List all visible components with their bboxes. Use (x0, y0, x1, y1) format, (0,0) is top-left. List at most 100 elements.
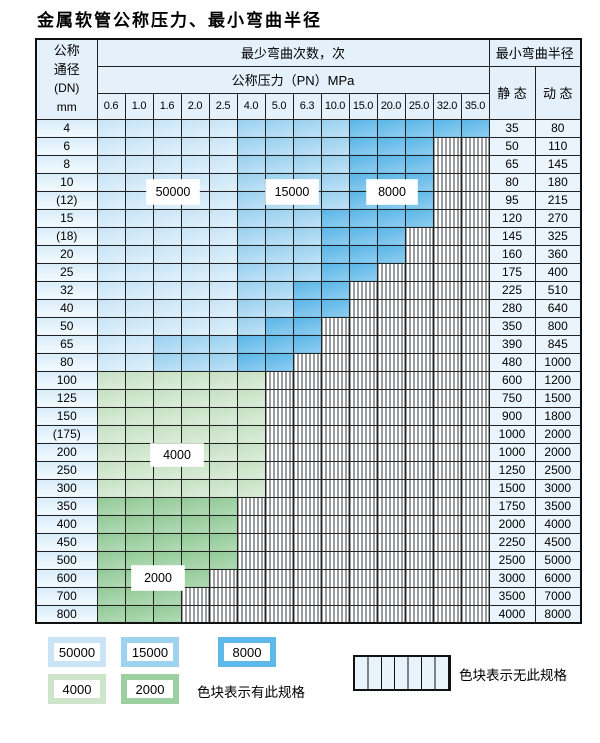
no-spec-cell (376, 496, 406, 516)
dynamic-radius-cell: 2000 (534, 424, 582, 444)
dn-cell: 125 (35, 388, 98, 408)
no-spec-cell (180, 586, 210, 606)
no-spec-cell (348, 280, 378, 300)
dn-cell: 700 (35, 586, 98, 606)
no-spec-cell (404, 514, 434, 534)
dn-cell: 300 (35, 478, 98, 498)
no-spec-cell (432, 460, 462, 480)
no-spec-cell (404, 460, 434, 480)
table-row: (175) 1000 2000 (35, 424, 582, 444)
dn-cell: (18) (35, 226, 98, 246)
no-spec-cell (320, 478, 350, 498)
no-spec-cell (292, 514, 322, 534)
no-spec-cell (320, 352, 350, 372)
no-spec-cell (376, 568, 406, 588)
spec-cell-b2 (236, 244, 266, 264)
no-spec-cell (404, 244, 434, 264)
dn-cell: 400 (35, 514, 98, 534)
no-spec-cell (432, 298, 462, 318)
spec-cell-b2 (264, 226, 294, 246)
spec-cell-b2 (236, 262, 266, 282)
static-radius-cell: 145 (488, 226, 536, 246)
spec-cell-g2 (180, 514, 210, 534)
no-spec-cell (460, 370, 490, 390)
spec-cell-b1 (96, 316, 126, 336)
no-spec-cell (404, 496, 434, 516)
no-spec-cell (264, 406, 294, 426)
no-spec-cell (432, 262, 462, 282)
dn-cell: 600 (35, 568, 98, 588)
no-spec-cell (460, 352, 490, 372)
no-spec-cell (404, 568, 434, 588)
no-spec-cell (376, 280, 406, 300)
no-spec-cell (292, 370, 322, 390)
spec-cell-b2 (236, 136, 266, 156)
spec-cell-g1 (124, 424, 154, 444)
spec-cell-b3 (292, 298, 322, 318)
no-spec-cell (320, 388, 350, 408)
spec-cell-b1 (96, 226, 126, 246)
no-spec-cell (404, 280, 434, 300)
dynamic-radius-cell: 145 (534, 154, 582, 174)
no-spec-cell (264, 424, 294, 444)
spec-cell-g2 (180, 496, 210, 516)
legend-box-50000: 50000 (48, 637, 106, 667)
pressure-value-header: 32.0 (432, 92, 462, 120)
no-spec-cell (292, 406, 322, 426)
table-body: 4 35 80 6 50 110 8 65 145 10 80 180 (12) 95 215 15 120 27… (35, 118, 582, 624)
table-row: 200 1000 2000 (35, 442, 582, 462)
no-spec-cell (404, 226, 434, 246)
static-radius-cell: 120 (488, 208, 536, 228)
table-row: 40 280 640 (35, 298, 582, 318)
no-spec-cell (460, 136, 490, 156)
static-radius-cell: 2000 (488, 514, 536, 534)
spec-cell-b3 (292, 280, 322, 300)
spec-cell-b1 (208, 118, 238, 138)
no-spec-cell (460, 442, 490, 462)
spec-cell-g1 (236, 388, 266, 408)
static-radius-cell: 175 (488, 262, 536, 282)
static-radius-cell: 50 (488, 136, 536, 156)
spec-cell-g1 (208, 442, 238, 462)
spec-cell-g1 (208, 424, 238, 444)
spec-cell-b1 (152, 280, 182, 300)
no-spec-cell (348, 298, 378, 318)
spec-cell-b3 (376, 118, 406, 138)
no-spec-cell (292, 460, 322, 480)
spec-cell-b2 (236, 316, 266, 336)
spec-cell-b3 (320, 262, 350, 282)
spec-cell-g1 (236, 424, 266, 444)
no-spec-cell (292, 388, 322, 408)
no-spec-cell (432, 244, 462, 264)
no-spec-cell (236, 586, 266, 606)
no-spec-cell (376, 424, 406, 444)
no-spec-cell (460, 208, 490, 228)
no-spec-cell (376, 514, 406, 534)
dn-cell: 250 (35, 460, 98, 480)
spec-cell-b3 (348, 118, 378, 138)
cycles-label-8000: 8000 (367, 180, 417, 204)
cycles-header: 最少弯曲次数，次 (96, 38, 490, 67)
no-spec-cell (376, 604, 406, 624)
no-spec-cell (432, 136, 462, 156)
dn-cell: 450 (35, 532, 98, 552)
dn-cell: 10 (35, 172, 98, 192)
no-spec-cell (264, 370, 294, 390)
cycles-label-15000: 15000 (266, 180, 318, 204)
no-spec-cell (432, 388, 462, 408)
pressure-header: 公称压力（PN）MPa (96, 65, 490, 94)
no-spec-cell (460, 478, 490, 498)
static-radius-cell: 1250 (488, 460, 536, 480)
no-spec-cell (376, 586, 406, 606)
table-row: 8 65 145 (35, 154, 582, 174)
no-spec-cell (292, 550, 322, 570)
spec-cell-g1 (96, 388, 126, 408)
spec-cell-b1 (96, 334, 126, 354)
dynamic-radius-cell: 845 (534, 334, 582, 354)
header-row-1: 公称 通径 (DN) mm 最少弯曲次数，次 最小弯曲半径 (35, 38, 582, 120)
no-spec-cell (292, 532, 322, 552)
table-row: 800 4000 8000 (35, 604, 582, 624)
spec-cell-g2 (208, 514, 238, 534)
spec-cell-b3 (376, 244, 406, 264)
